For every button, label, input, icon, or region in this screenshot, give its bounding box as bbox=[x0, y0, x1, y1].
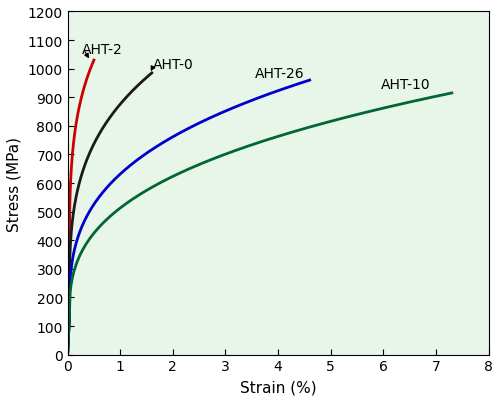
Text: AHT-10: AHT-10 bbox=[380, 77, 430, 91]
Text: AHT-0: AHT-0 bbox=[153, 58, 194, 72]
Text: AHT-2: AHT-2 bbox=[82, 43, 123, 57]
Y-axis label: Stress (MPa): Stress (MPa) bbox=[7, 136, 22, 231]
Text: AHT-26: AHT-26 bbox=[254, 67, 304, 81]
X-axis label: Strain (%): Strain (%) bbox=[240, 379, 316, 394]
